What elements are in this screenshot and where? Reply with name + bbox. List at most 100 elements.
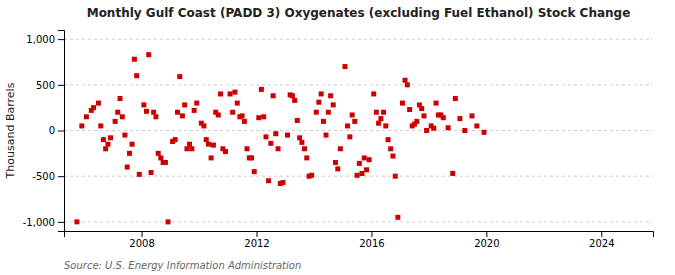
point [276,146,281,151]
y-axis-title: Thousand Barrels [4,82,17,179]
point [326,110,331,115]
point [132,57,137,62]
point [192,108,197,113]
point [166,219,171,224]
point [182,102,187,107]
grid-line [64,221,653,222]
point [342,64,347,69]
y-axis-tick-label: 0 [49,125,55,136]
grid-line [64,39,653,40]
point [338,146,343,151]
point [263,134,268,139]
point [228,91,233,96]
point [122,133,127,138]
point [424,128,429,133]
point [367,157,372,162]
point [101,137,106,142]
point [355,173,360,178]
point [261,114,266,119]
point [299,140,304,145]
grid [64,39,653,222]
point [163,160,168,165]
point [333,160,338,165]
point [201,123,206,128]
point [469,113,474,118]
x-axis-tick: 2008 [129,231,154,249]
point [115,110,120,115]
point [218,91,223,96]
point [194,101,199,106]
point [113,119,118,124]
point [388,146,393,151]
point [180,113,185,118]
point [324,133,329,138]
point [350,112,355,117]
y-axis-tick-label: -500 [32,171,55,182]
point [407,107,412,112]
point [134,73,139,78]
point [98,123,103,128]
point [120,114,125,119]
point [446,125,451,130]
point [211,143,216,148]
y-axis-tick-mark [58,39,64,40]
y-axis-line [58,31,65,232]
point [127,151,132,156]
x-axis-tick-label: 2016 [359,238,384,249]
grid-line [64,130,653,131]
y-axis-tick-mark [58,131,64,132]
point [137,172,142,177]
x-axis-tick: 2016 [359,231,384,249]
y-axis-tick-mark [58,176,64,177]
point [240,113,245,118]
point [450,171,455,176]
plot-area: 20082012201620202024-1,000-50005001,000 [23,31,654,250]
y-axis-tick: 1,000 [26,34,64,45]
point [371,91,376,96]
point [175,110,180,115]
point [347,134,352,139]
point [146,52,151,57]
x-axis-tick-mark [257,231,258,237]
point [271,93,276,98]
x-axis-tick: 2020 [474,231,499,249]
point [103,146,108,151]
point [144,109,149,114]
point [130,142,135,147]
point [216,112,221,117]
point [374,110,379,115]
point [268,141,273,146]
point [304,155,309,160]
point [335,166,340,171]
x-axis-tick-label: 2012 [244,238,269,249]
point [273,131,278,136]
y-axis-tick: 0 [49,125,64,136]
point [309,173,314,178]
point [331,102,336,107]
point [357,161,362,166]
point [359,171,364,176]
point [352,119,357,124]
point [441,115,446,120]
y-axis-tick-label: 500 [36,80,55,91]
point [209,155,214,160]
point [84,114,89,119]
point [184,146,189,151]
point [457,116,462,121]
point [223,149,228,154]
point [156,151,161,156]
point [151,110,156,115]
point [431,126,436,131]
x-axis-tick-mark [371,231,372,237]
point [400,101,405,106]
source-note: Source: U.S. Energy Information Administ… [64,260,301,271]
chart-container: 20082012201620202024-1,000-50005001,000M… [0,0,675,275]
point [314,110,319,115]
point [118,96,123,101]
point [125,165,130,170]
point [321,119,326,124]
point [105,142,110,147]
point [249,155,254,160]
point [259,87,264,92]
point [242,119,247,124]
